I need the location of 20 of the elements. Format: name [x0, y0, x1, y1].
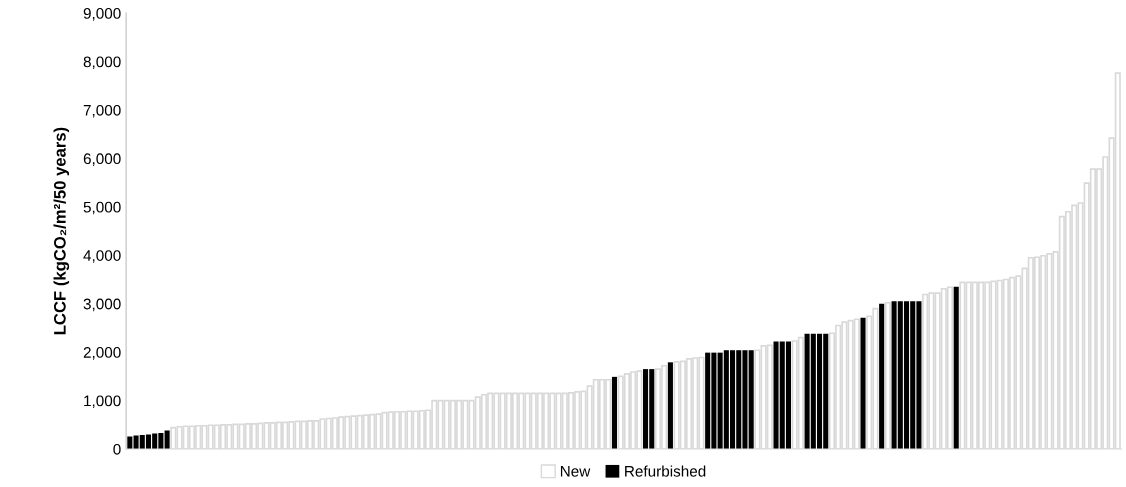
y-tick-label: 7,000 — [83, 104, 121, 118]
legend-label: Refurbished — [625, 465, 706, 477]
bar — [611, 376, 618, 450]
y-tick-label: 1,000 — [84, 395, 121, 409]
bar — [164, 430, 170, 450]
y-tick-label: 6,000 — [83, 153, 121, 166]
y-tick-label: 0 — [113, 443, 121, 455]
legend-label: New — [560, 466, 591, 477]
y-tick-label: 8,000 — [83, 56, 121, 70]
y-tick-label: 2,000 — [83, 347, 121, 360]
bar — [879, 303, 885, 450]
bar — [667, 362, 673, 450]
y-tick-label: 3,000 — [83, 298, 121, 312]
y-axis-title: LCCF (kgCO₂/m²/50 years) — [53, 127, 70, 335]
y-tick-label: 9,000 — [83, 8, 121, 21]
y-tick-label: 4,000 — [83, 250, 121, 263]
bar — [860, 317, 866, 450]
bar — [127, 436, 133, 450]
bar — [953, 286, 959, 450]
y-tick-label: 5,000 — [83, 201, 121, 215]
